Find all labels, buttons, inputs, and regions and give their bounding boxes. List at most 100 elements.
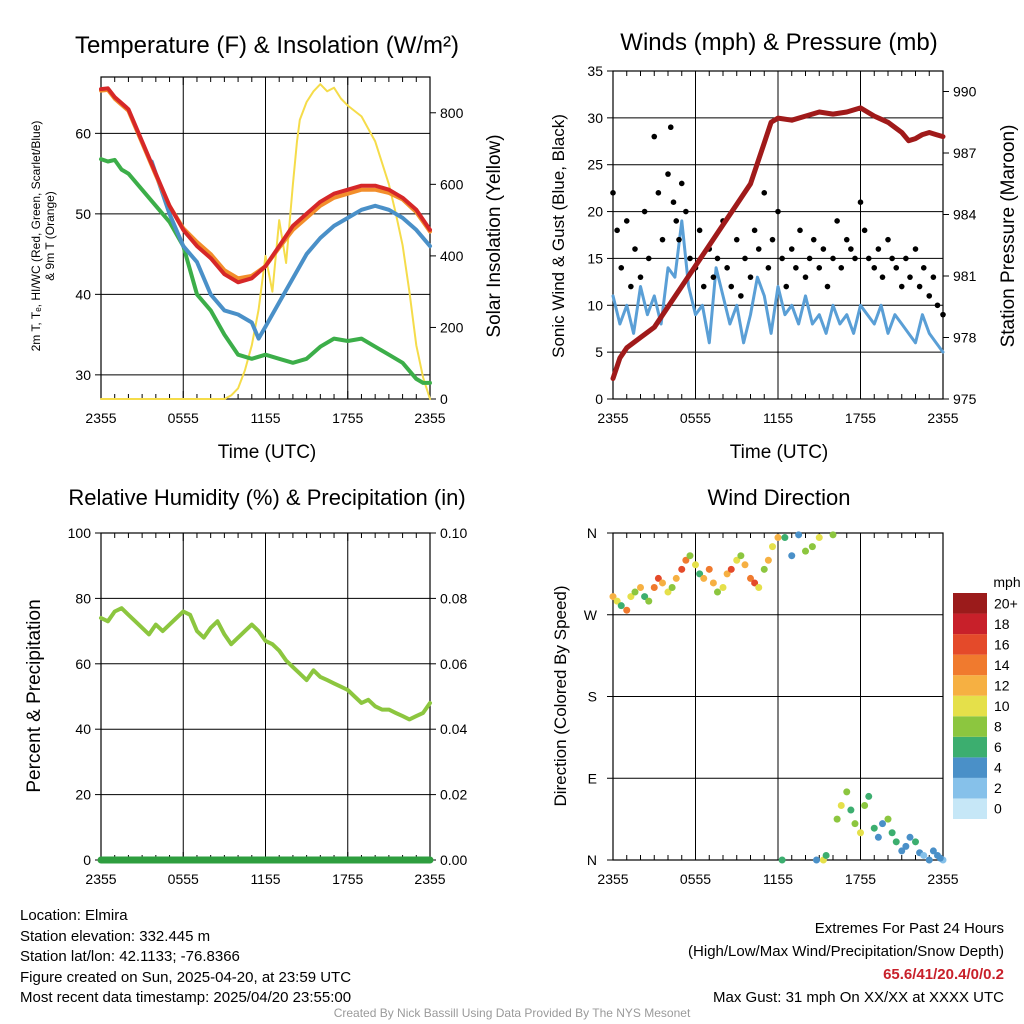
gust-point	[628, 283, 634, 290]
extremes-title: Extremes For Past 24 Hours	[814, 920, 1004, 937]
direction-point	[865, 792, 873, 800]
direction-point	[705, 565, 713, 573]
gust-point	[665, 171, 671, 177]
gust-point	[641, 208, 648, 215]
rh-x-tick-label: 1155	[250, 871, 280, 887]
direction-point	[751, 579, 759, 587]
direction-point	[723, 570, 731, 578]
direction-point	[668, 584, 676, 591]
rh-right-y-tick-label: 0.02	[440, 787, 467, 803]
winds-right-y-tick-label: 984	[953, 207, 977, 223]
direction-point	[741, 561, 749, 569]
colorbar-label: 12	[994, 677, 1010, 693]
winds-right-y-tick-label: 987	[953, 145, 977, 161]
direction-point	[637, 584, 644, 591]
direction-point	[613, 597, 621, 605]
wind-speed-line	[611, 219, 945, 354]
direction-point	[847, 806, 855, 814]
gust-point	[879, 274, 886, 280]
temp-right-y-tick-label: 600	[440, 176, 464, 192]
colorbar-label: 8	[994, 719, 1002, 735]
colorbar-swatch	[953, 634, 987, 655]
gust-point	[940, 311, 946, 318]
gust-point	[742, 255, 748, 262]
direction-point	[609, 593, 617, 601]
direction-point	[837, 802, 845, 809]
gust-point	[871, 265, 878, 271]
extremes-info: Extremes For Past 24 Hours (High/Low/Max…	[688, 917, 1004, 1009]
rh-x-tick-label: 1755	[332, 871, 363, 887]
direction-point	[857, 829, 864, 837]
winds-y-tick-label: 35	[587, 63, 603, 79]
colorbar-label: 20+	[994, 595, 1018, 611]
gust-point	[802, 274, 809, 280]
gust-point	[714, 255, 721, 262]
gust-point	[678, 180, 685, 187]
gust-point	[610, 190, 616, 196]
temp-x-tick-label: 1755	[332, 410, 363, 426]
rh-right-y-tick-label: 0.08	[440, 590, 467, 606]
gust-point	[838, 265, 845, 271]
winds-right-y-tick-label: 981	[953, 268, 977, 284]
rh-y-tick-label: 100	[68, 525, 92, 541]
gust-point	[670, 199, 677, 205]
gust-point	[645, 255, 652, 262]
gust-point	[755, 246, 762, 252]
temp-right-y-tick-label: 800	[440, 105, 464, 121]
humidity-ylabel-left: Percent & Precipitation	[24, 599, 45, 792]
temp-axes: 2355 0555 1155 1755 2355	[85, 76, 446, 426]
winds-y-tick-label: 15	[587, 250, 603, 266]
winds-x-tick-label: 0555	[680, 410, 711, 426]
direction-point	[692, 561, 699, 569]
gust-point	[903, 255, 909, 262]
gust-point	[824, 283, 831, 290]
gust-point	[747, 274, 754, 280]
direction-point	[808, 543, 816, 551]
gust-point	[926, 293, 933, 299]
temp-y-tick-label: 30	[75, 367, 91, 383]
gust-point	[623, 218, 630, 224]
direction-point	[747, 574, 754, 582]
direction-point	[719, 584, 727, 591]
direction-point	[795, 531, 803, 539]
dir-x-tick-label: 1155	[763, 871, 793, 887]
direction-point	[822, 851, 830, 859]
gust-point	[751, 227, 758, 234]
dir-x-tick-label: 0555	[680, 871, 711, 887]
direction-point	[686, 552, 694, 560]
winds-xlabel: Time (UTC)	[730, 442, 829, 463]
direction-point	[929, 847, 937, 855]
gust-point	[614, 227, 620, 234]
credit-text: Created By Nick Bassill Using Data Provi…	[333, 1006, 691, 1020]
temp-x-tick-label: 2355	[414, 410, 445, 426]
gust-point	[676, 236, 682, 243]
gust-point	[820, 246, 827, 252]
gust-point	[934, 302, 941, 309]
temp-ylabel-left-1: 2m T, Tₑ, HI/WC (Red, Green, Scarlet/Blu…	[29, 121, 43, 352]
gust-point	[848, 246, 854, 252]
direction-point	[813, 856, 820, 864]
gust-point	[667, 124, 674, 131]
direction-point	[936, 854, 944, 862]
colorbar-swatch	[953, 757, 987, 778]
direction-point	[888, 829, 896, 837]
dir-y-tick-label: S	[588, 689, 597, 705]
rh-y-tick-label: 40	[75, 721, 91, 737]
dir-y-tick-label: W	[584, 607, 598, 623]
temp-right-y-tick-label: 0	[440, 391, 448, 407]
gust-point	[637, 274, 644, 280]
temp-xlabel: Time (UTC)	[218, 442, 317, 463]
gust-point	[659, 236, 666, 243]
winds-title: Winds (mph) & Pressure (mb)	[620, 29, 937, 56]
dir-y-tick-label: E	[588, 770, 597, 786]
gust-point	[861, 227, 868, 234]
direction-point	[912, 838, 919, 846]
created-text: Figure created on Sun, 2025-04-20, at 23…	[20, 968, 352, 986]
colorbar-swatch	[953, 675, 987, 696]
direction-point	[659, 579, 666, 587]
colorbar-swatch	[953, 798, 987, 819]
gust-point	[898, 283, 905, 290]
gust-point	[783, 283, 790, 290]
gust-point	[696, 227, 703, 234]
